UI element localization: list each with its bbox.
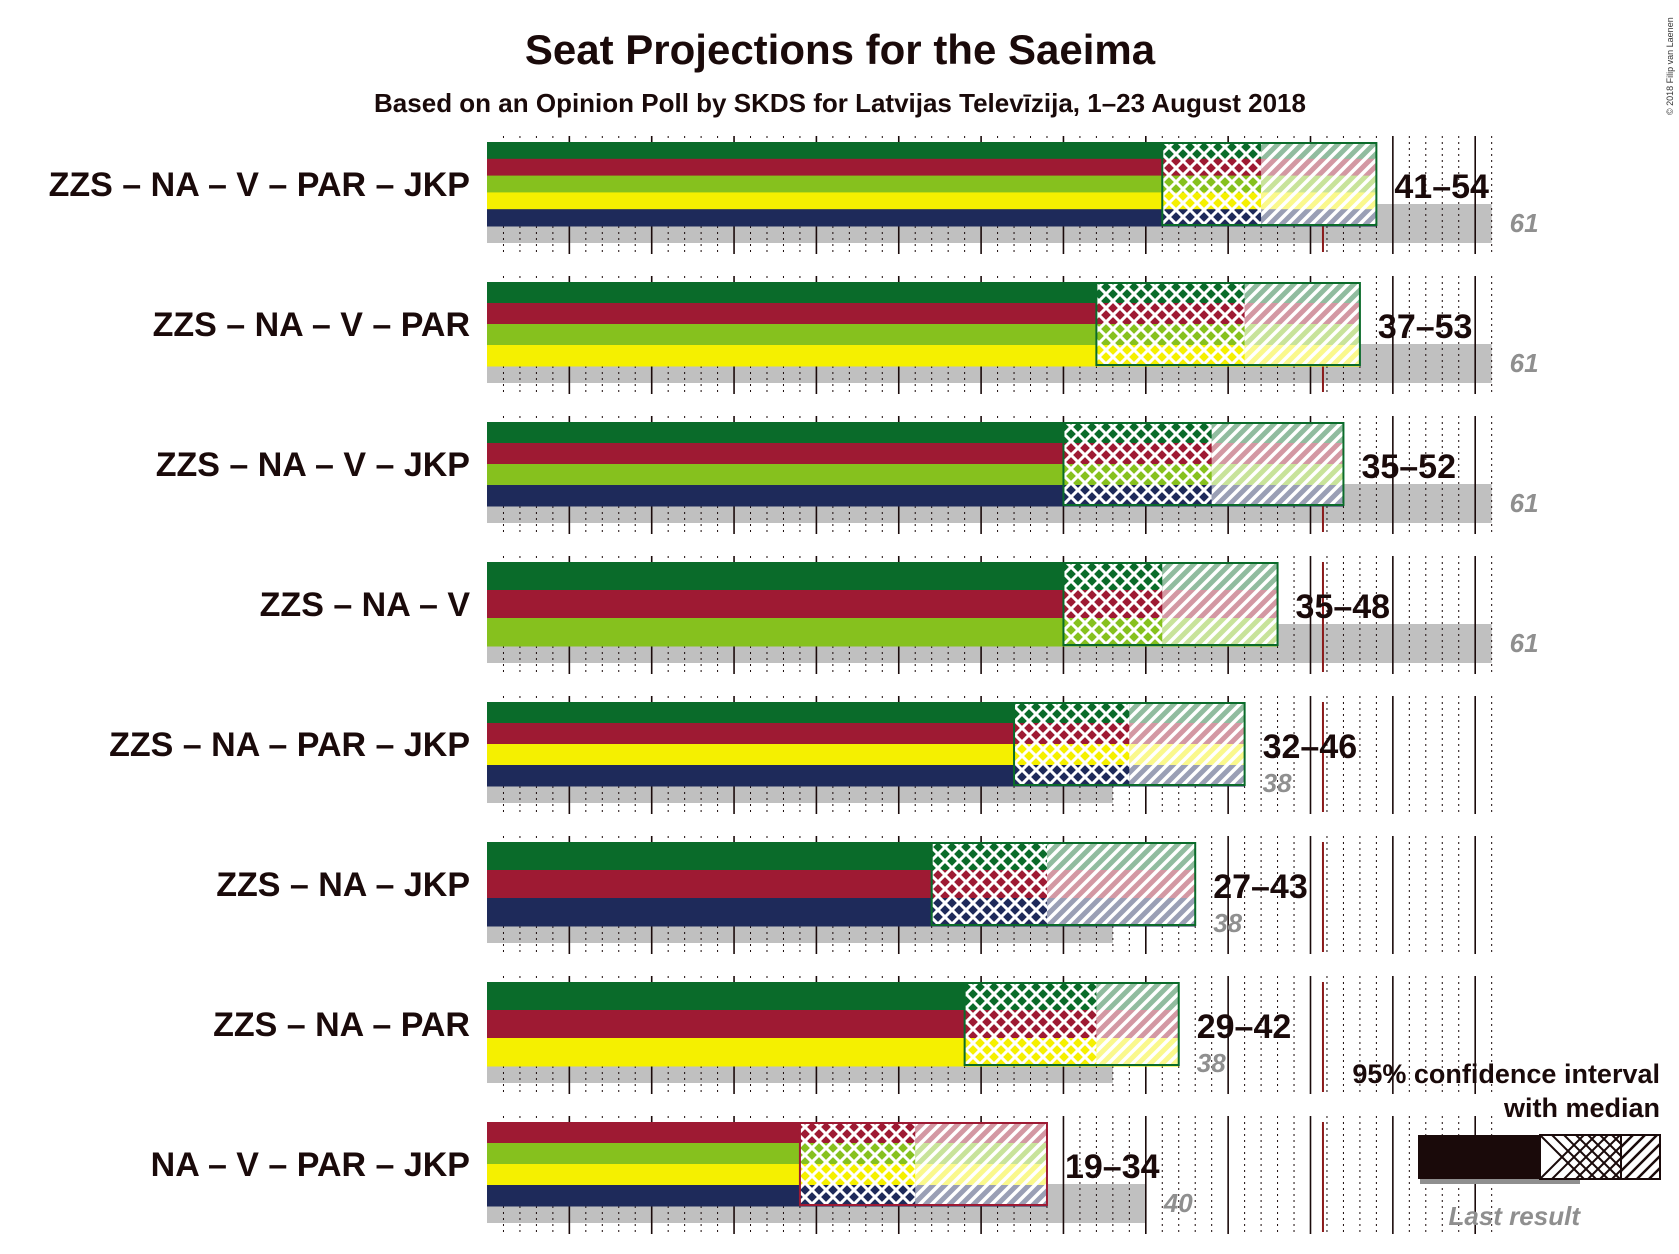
ci-median-high-region xyxy=(1211,422,1344,506)
legend-diag-line xyxy=(1620,1134,1658,1172)
coalition-row: ZZS – NA – V – PAR – JKP 41–54 61 xyxy=(49,136,1539,254)
legend-diag-line xyxy=(1636,1155,1661,1180)
ci-outline xyxy=(963,982,1180,1066)
legend: 95% confidence interval with median Last… xyxy=(1352,1059,1661,1231)
legend-cross-line xyxy=(1563,1134,1609,1180)
party-stripe-zzs xyxy=(487,142,1377,160)
range-label: 37–53 xyxy=(1378,308,1473,346)
coalition-label: ZZS – NA – PAR – JKP xyxy=(109,726,470,764)
legend-cross-line xyxy=(1539,1134,1585,1180)
ci-low-median-region xyxy=(1162,142,1262,226)
ci-outline xyxy=(1161,142,1378,226)
coalition-row: ZZS – NA – V – PAR 37–53 61 xyxy=(153,276,1539,394)
legend-cross-line xyxy=(1551,1134,1597,1180)
ci-low-median-region xyxy=(964,982,1097,1066)
chart-title: Seat Projections for the Saeima xyxy=(525,26,1156,73)
last-result-label: 38 xyxy=(1213,908,1242,938)
ci-outline xyxy=(930,842,1197,926)
ci-median-high-region xyxy=(1046,842,1196,926)
ci-low-median-region xyxy=(799,1122,916,1206)
legend-last-result-label: Last result xyxy=(1449,1201,1582,1231)
range-label: 27–43 xyxy=(1213,868,1308,906)
ci-median-high-region xyxy=(915,1122,1047,1206)
range-label: 35–52 xyxy=(1361,448,1456,486)
range-label: 35–48 xyxy=(1296,588,1391,626)
coalition-label: ZZS – NA – V – JKP xyxy=(156,446,470,484)
ci-median-high-region xyxy=(1261,142,1377,226)
ci-median-high-region xyxy=(1129,702,1245,786)
range-label: 41–54 xyxy=(1394,168,1489,206)
range-label: 32–46 xyxy=(1263,728,1358,766)
coalition-row: ZZS – NA – V – JKP 35–52 61 xyxy=(156,416,1539,534)
legend-hatch-pattern xyxy=(1539,1134,1661,1180)
ci-low-median-region xyxy=(1063,562,1163,646)
legend-title-line1: 95% confidence interval xyxy=(1352,1059,1660,1089)
coalition-label: ZZS – NA – V xyxy=(260,586,471,624)
legend-cross-line xyxy=(1611,1169,1622,1180)
chart-subtitle: Based on an Opinion Poll by SKDS for Lat… xyxy=(374,88,1306,118)
coalition-label: ZZS – NA – JKP xyxy=(216,866,470,904)
last-result-label: 61 xyxy=(1510,628,1539,658)
legend-diag-line xyxy=(1620,1134,1634,1148)
legend-hatch-bar xyxy=(1620,1134,1661,1180)
legend-cross-line xyxy=(1611,1134,1622,1145)
party-stripe-jkp xyxy=(487,209,1377,227)
range-label: 29–42 xyxy=(1197,1008,1292,1046)
legend-cross-line xyxy=(1575,1134,1621,1180)
range-label: 19–34 xyxy=(1065,1148,1160,1186)
ci-outline xyxy=(1062,422,1345,506)
legend-cross-line xyxy=(1599,1157,1622,1180)
ci-low-median-region xyxy=(1063,422,1212,506)
ci-median-high-region xyxy=(1096,982,1179,1066)
coalition-label: ZZS – NA – V – PAR – JKP xyxy=(49,166,470,204)
legend-diag-line xyxy=(1620,1134,1646,1160)
ci-median-high-region xyxy=(1244,282,1360,366)
ci-low-median-region xyxy=(1014,702,1130,786)
last-result-label: 61 xyxy=(1510,208,1539,238)
copyright-note: © 2018 Filip van Laenen xyxy=(1665,17,1675,115)
last-result-label: 38 xyxy=(1197,1048,1226,1078)
coalition-label: NA – V – PAR – JKP xyxy=(151,1146,470,1184)
legend-solid-bar xyxy=(1418,1135,1540,1179)
ci-median-high-region xyxy=(1162,562,1278,646)
legend-diag-line xyxy=(1648,1167,1661,1180)
party-stripe-na xyxy=(487,158,1377,177)
ci-outline xyxy=(1062,562,1279,646)
legend-title-line2: with median xyxy=(1503,1093,1660,1123)
ci-low-median-region xyxy=(931,842,1047,926)
legend-cross-line xyxy=(1599,1134,1622,1157)
ci-outline xyxy=(1095,282,1361,366)
last-result-label: 61 xyxy=(1510,348,1539,378)
ci-low-median-region xyxy=(1096,282,1245,366)
last-result-label: 38 xyxy=(1263,768,1292,798)
ci-outline xyxy=(798,1122,1048,1206)
coalition-label: ZZS – NA – PAR xyxy=(213,1006,470,1044)
ci-outline xyxy=(1013,702,1246,786)
party-stripe-par xyxy=(487,192,1377,210)
coalition-row: ZZS – NA – V 35–48 61 xyxy=(260,556,1539,674)
last-result-label: 61 xyxy=(1510,488,1539,518)
coalition-label: ZZS – NA – V – PAR xyxy=(153,306,470,344)
party-stripe-v xyxy=(487,175,1377,193)
legend-diag-line xyxy=(1624,1143,1661,1180)
last-result-label: 40 xyxy=(1163,1188,1193,1218)
